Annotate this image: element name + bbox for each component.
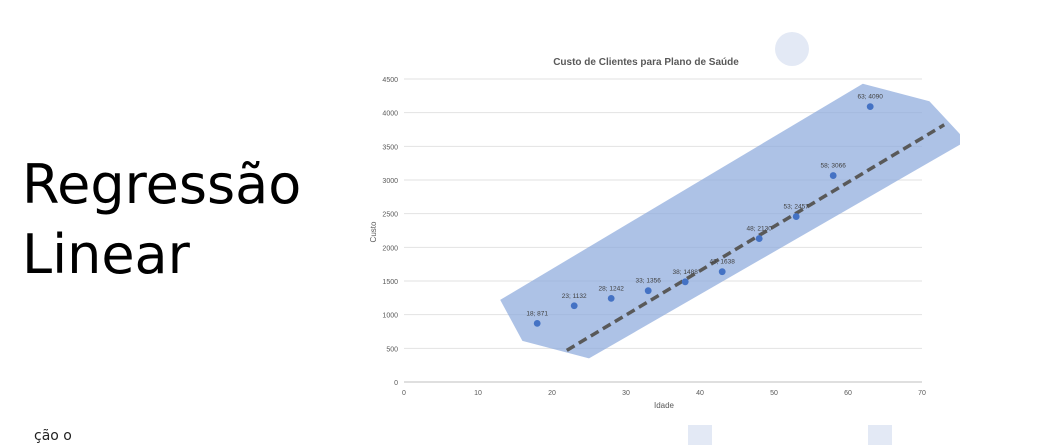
x-tick-label: 30	[622, 390, 630, 397]
data-label: 28; 1242	[599, 285, 625, 292]
y-tick-label: 4500	[382, 77, 398, 84]
y-tick-label: 3000	[382, 178, 398, 185]
x-tick-label: 20	[548, 390, 556, 397]
y-tick-label: 2500	[382, 212, 398, 219]
confidence-band	[500, 83, 960, 359]
data-point	[644, 287, 652, 295]
x-tick-label: 50	[770, 390, 778, 397]
x-axis-ticks: 0 10 20 30 40 50 60 70	[402, 390, 926, 397]
data-label: 38; 1488	[673, 269, 699, 276]
x-tick-label: 40	[696, 390, 704, 397]
band-layer	[500, 83, 960, 359]
slide-title-line-1: Regressão	[22, 153, 302, 216]
x-tick-label: 10	[474, 390, 482, 397]
x-tick-label: 60	[844, 390, 852, 397]
y-tick-label: 0	[394, 380, 398, 387]
data-point	[792, 213, 800, 220]
data-point	[607, 294, 615, 302]
data-point	[829, 172, 837, 179]
slide-title-line-2: Linear	[22, 223, 190, 286]
data-label: 33; 1356	[636, 278, 662, 285]
trendline-layer	[565, 123, 946, 352]
data-point	[718, 268, 726, 276]
y-tick-label: 4000	[382, 111, 398, 118]
x-tick-label: 0	[402, 390, 406, 397]
data-point	[681, 278, 689, 286]
data-point	[533, 319, 541, 327]
data-label: 63; 4090	[858, 94, 884, 101]
trendline	[565, 123, 946, 352]
data-point	[755, 235, 763, 242]
y-tick-label: 2000	[382, 245, 398, 252]
labels-layer: 18; 871 23; 1132 28; 1242 33; 1356 38; 1488 4…	[526, 94, 883, 318]
x-axis-label: Idade	[654, 401, 675, 410]
y-tick-label: 1500	[382, 279, 398, 286]
slide-title: Regressão Linear	[22, 150, 301, 290]
data-label: 58; 3066	[821, 163, 847, 170]
data-label: 43; 1638	[710, 259, 736, 266]
y-tick-label: 1000	[382, 313, 398, 320]
y-axis-ticks: 0 500 1000 1500 2000 2500 3000 3500 4000 4500	[382, 77, 398, 387]
decorative-bar-left	[688, 425, 712, 445]
data-label: 18; 871	[526, 310, 548, 317]
decorative-bar-right	[868, 425, 892, 445]
data-point	[570, 302, 578, 310]
points-layer	[533, 103, 874, 327]
data-point	[866, 103, 874, 111]
scatter-chart: Custo de Clientes para Plano de Saúde 0 5…	[369, 57, 960, 410]
decorative-circle	[775, 32, 809, 66]
data-label: 53; 2457	[784, 204, 810, 211]
footer-text-fragment: ção o	[34, 428, 72, 444]
x-tick-label: 70	[918, 390, 926, 397]
data-label: 23; 1132	[562, 293, 587, 300]
data-label: 48; 2130	[747, 226, 773, 233]
y-tick-label: 500	[386, 346, 398, 353]
chart-title: Custo de Clientes para Plano de Saúde	[553, 57, 739, 68]
y-axis-label: Custo	[369, 221, 378, 242]
y-tick-label: 3500	[382, 144, 398, 151]
